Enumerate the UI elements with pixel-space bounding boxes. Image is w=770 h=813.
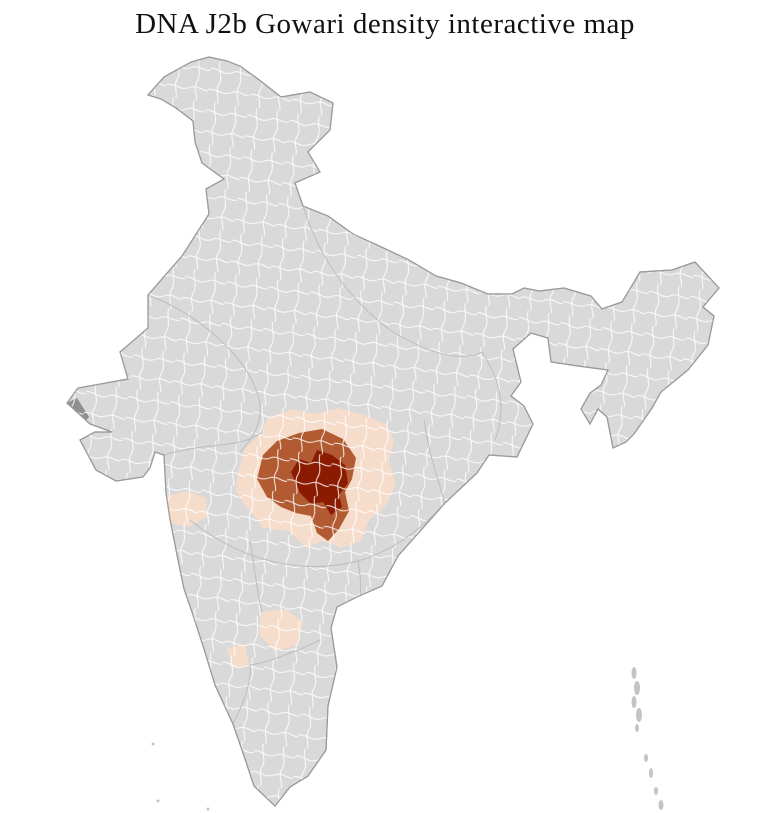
island-dot (654, 787, 658, 795)
island-dot (631, 696, 637, 708)
island-dot (635, 724, 639, 732)
lakshadweep-islands (151, 742, 210, 811)
andaman-nicobar-islands (631, 667, 664, 810)
island-dot (631, 667, 637, 679)
island-dot (634, 681, 640, 695)
page-title: DNA J2b Gowari density interactive map (135, 8, 635, 40)
india-outline (66, 56, 720, 807)
island-dot (151, 742, 155, 746)
highlighted-gray-district[interactable] (523, 445, 547, 470)
island-dot (156, 799, 160, 803)
island-dot (206, 807, 210, 811)
island-dot (658, 800, 664, 810)
island-dot (636, 708, 642, 722)
island-dot (644, 754, 648, 762)
island-dot (649, 768, 653, 778)
